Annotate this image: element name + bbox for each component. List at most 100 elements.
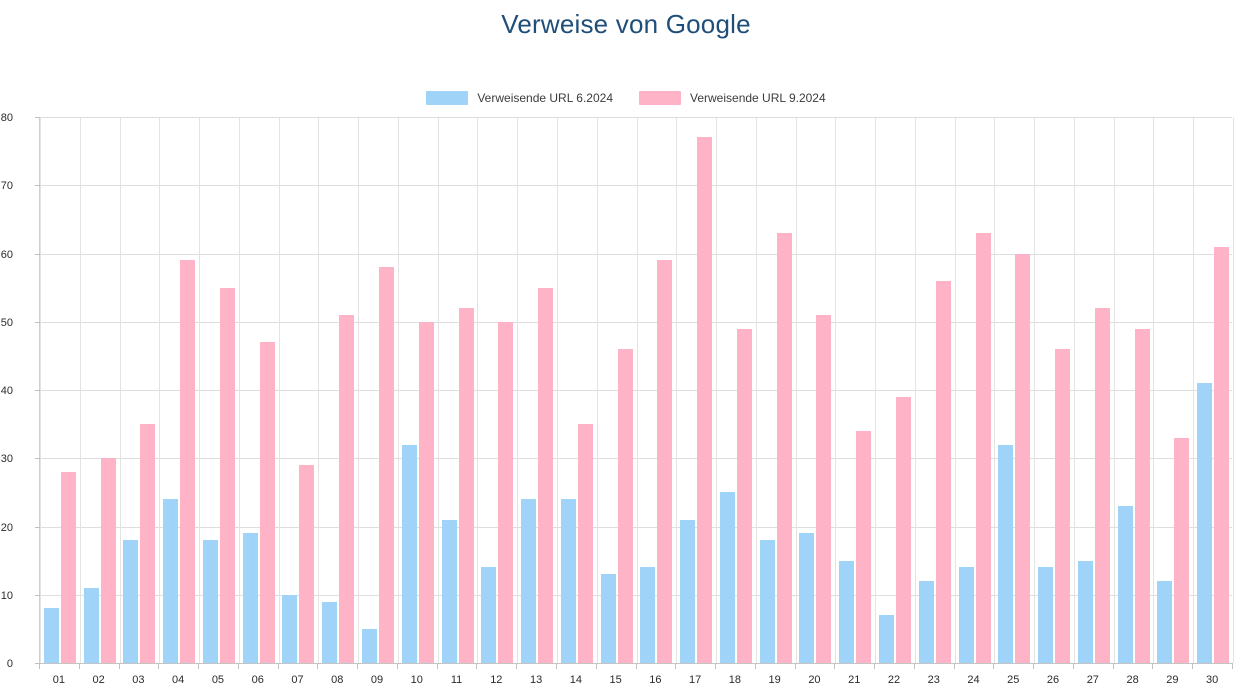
bar[interactable] <box>640 567 656 663</box>
bar-group[interactable] <box>398 118 438 663</box>
bar[interactable] <box>816 314 832 663</box>
bar-group[interactable] <box>517 118 557 663</box>
bar-group[interactable] <box>1074 118 1114 663</box>
bar[interactable] <box>100 458 116 663</box>
legend-item[interactable]: Verweisende URL 6.2024 <box>426 91 613 105</box>
bar[interactable] <box>839 560 855 663</box>
bar[interactable] <box>322 601 338 663</box>
bar[interactable] <box>560 499 576 663</box>
bar[interactable] <box>202 540 218 663</box>
bar[interactable] <box>441 519 457 663</box>
bar-group[interactable] <box>318 118 358 663</box>
bar[interactable] <box>918 581 934 663</box>
bar[interactable] <box>481 567 497 663</box>
x-axis-tick-mark <box>675 663 676 669</box>
bar-group[interactable] <box>120 118 160 663</box>
x-axis-tick-mark <box>198 663 199 669</box>
bar-group[interactable] <box>756 118 796 663</box>
bar[interactable] <box>299 465 315 663</box>
bar[interactable] <box>458 308 474 663</box>
bar[interactable] <box>1077 560 1093 663</box>
bar[interactable] <box>759 540 775 663</box>
bar[interactable] <box>538 287 554 663</box>
bar-group[interactable] <box>1153 118 1193 663</box>
bar-group[interactable] <box>358 118 398 663</box>
bar[interactable] <box>935 280 951 663</box>
bar[interactable] <box>418 321 434 663</box>
bar[interactable] <box>1038 567 1054 663</box>
bar[interactable] <box>259 342 275 663</box>
bar-group[interactable] <box>80 118 120 663</box>
bar[interactable] <box>140 424 156 663</box>
bar[interactable] <box>1055 349 1071 663</box>
bar[interactable] <box>1157 581 1173 663</box>
bar[interactable] <box>776 233 792 663</box>
bar[interactable] <box>401 444 417 663</box>
bar-group[interactable] <box>40 118 80 663</box>
bar[interactable] <box>1214 246 1230 663</box>
bar[interactable] <box>498 321 514 663</box>
bar-group[interactable] <box>199 118 239 663</box>
bar[interactable] <box>657 260 673 663</box>
bar[interactable] <box>180 260 196 663</box>
x-axis-tick-mark <box>556 663 557 669</box>
bar[interactable] <box>617 349 633 663</box>
bar[interactable] <box>1117 506 1133 663</box>
bar-group[interactable] <box>239 118 279 663</box>
bar-group[interactable] <box>835 118 875 663</box>
bar[interactable] <box>123 540 139 663</box>
bar[interactable] <box>282 594 298 663</box>
bar[interactable] <box>878 615 894 663</box>
bar-group[interactable] <box>915 118 955 663</box>
bar[interactable] <box>163 499 179 663</box>
bar[interactable] <box>736 328 752 663</box>
bar[interactable] <box>697 137 713 663</box>
bar[interactable] <box>1134 328 1150 663</box>
bar[interactable] <box>958 567 974 663</box>
bar[interactable] <box>1174 437 1190 663</box>
bar-group[interactable] <box>637 118 677 663</box>
bar[interactable] <box>339 314 355 663</box>
bar[interactable] <box>83 587 99 663</box>
gridline-vertical <box>1193 118 1194 663</box>
bar-group[interactable] <box>279 118 319 663</box>
bar[interactable] <box>362 628 377 663</box>
bar[interactable] <box>856 430 872 663</box>
bar-group[interactable] <box>159 118 199 663</box>
bar[interactable] <box>521 499 537 663</box>
bar[interactable] <box>975 233 991 663</box>
bar-group[interactable] <box>796 118 836 663</box>
bar-group[interactable] <box>955 118 995 663</box>
bar[interactable] <box>680 519 696 663</box>
bar-group[interactable] <box>1114 118 1154 663</box>
bar[interactable] <box>242 533 258 663</box>
bar[interactable] <box>895 396 911 663</box>
bar-group[interactable] <box>597 118 637 663</box>
bar[interactable] <box>998 444 1014 663</box>
bar-group[interactable] <box>1193 118 1233 663</box>
bar-group[interactable] <box>477 118 517 663</box>
bar-group[interactable] <box>994 118 1034 663</box>
legend-item[interactable]: Verweisende URL 9.2024 <box>639 91 826 105</box>
bar[interactable] <box>719 492 735 663</box>
y-axis-tick-mark <box>35 526 40 528</box>
bar-group[interactable] <box>716 118 756 663</box>
gridline-vertical <box>1034 118 1035 663</box>
bar[interactable] <box>799 533 815 663</box>
bar-group[interactable] <box>676 118 716 663</box>
bar[interactable] <box>379 267 394 663</box>
bar-group[interactable] <box>557 118 597 663</box>
gridline-vertical <box>637 118 638 663</box>
bar-group[interactable] <box>875 118 915 663</box>
bar-group[interactable] <box>1034 118 1074 663</box>
bar-group[interactable] <box>438 118 478 663</box>
gridline-horizontal <box>40 390 1232 391</box>
bar[interactable] <box>1094 308 1110 663</box>
bar[interactable] <box>43 608 59 663</box>
bar[interactable] <box>219 287 235 663</box>
bar[interactable] <box>60 471 76 663</box>
bar[interactable] <box>1015 253 1031 663</box>
bar[interactable] <box>577 424 593 663</box>
bar[interactable] <box>600 574 616 663</box>
bar[interactable] <box>1197 383 1213 663</box>
